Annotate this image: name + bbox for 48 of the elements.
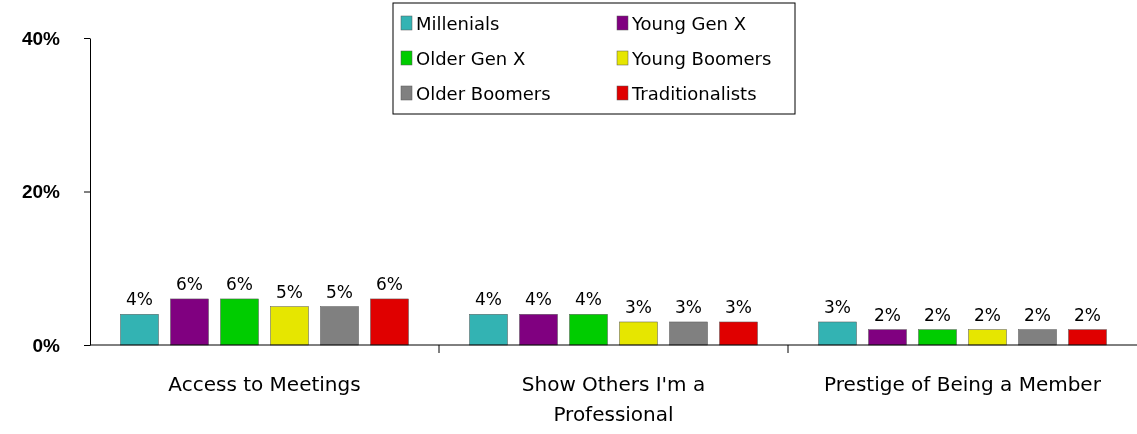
x-tick-label: Show Others I'm a Professional <box>521 372 706 426</box>
bar <box>719 321 758 346</box>
bar <box>519 314 558 346</box>
bar <box>569 314 608 346</box>
data-label: 3% <box>824 296 851 317</box>
legend-label: Older Boomers <box>416 83 551 104</box>
x-tick-label: Prestige of Being a Member <box>824 372 1102 396</box>
y-tick-label: 40% <box>21 27 61 49</box>
bar <box>170 298 209 346</box>
bar <box>918 329 957 346</box>
data-label: 4% <box>475 289 502 310</box>
data-label: 2% <box>874 304 901 325</box>
bar <box>968 329 1007 346</box>
bar <box>469 314 508 346</box>
data-label: 6% <box>226 273 253 294</box>
legend-label: Young Boomers <box>631 48 772 69</box>
data-label: 2% <box>974 304 1001 325</box>
bar <box>1018 329 1057 346</box>
legend-label: Millenials <box>416 13 500 34</box>
legend-label: Older Gen X <box>416 48 526 69</box>
bar <box>320 306 359 346</box>
data-label: 5% <box>276 281 303 302</box>
data-label: 6% <box>176 273 203 294</box>
data-label: 3% <box>725 296 752 317</box>
x-tick-label: Access to Meetings <box>168 372 361 396</box>
data-label: 3% <box>625 296 652 317</box>
bar <box>120 314 159 346</box>
data-label: 3% <box>675 296 702 317</box>
y-tick-label: 20% <box>21 181 61 203</box>
bar <box>868 329 907 346</box>
legend-label: Traditionalists <box>631 83 757 104</box>
legend-label: Young Gen X <box>631 13 747 34</box>
bar <box>370 298 409 346</box>
data-label: 4% <box>126 289 153 310</box>
data-label: 5% <box>326 281 353 302</box>
y-tick-label: 0% <box>32 334 61 356</box>
bar <box>220 298 259 346</box>
bar <box>818 321 857 346</box>
bar <box>619 321 658 346</box>
data-label: 2% <box>1074 304 1101 325</box>
bar <box>270 306 309 346</box>
data-label: 4% <box>575 289 602 310</box>
data-label: 2% <box>924 304 951 325</box>
data-label: 6% <box>376 273 403 294</box>
data-label: 2% <box>1024 304 1051 325</box>
data-label: 4% <box>525 289 552 310</box>
bar <box>1068 329 1107 346</box>
bar <box>669 321 708 346</box>
